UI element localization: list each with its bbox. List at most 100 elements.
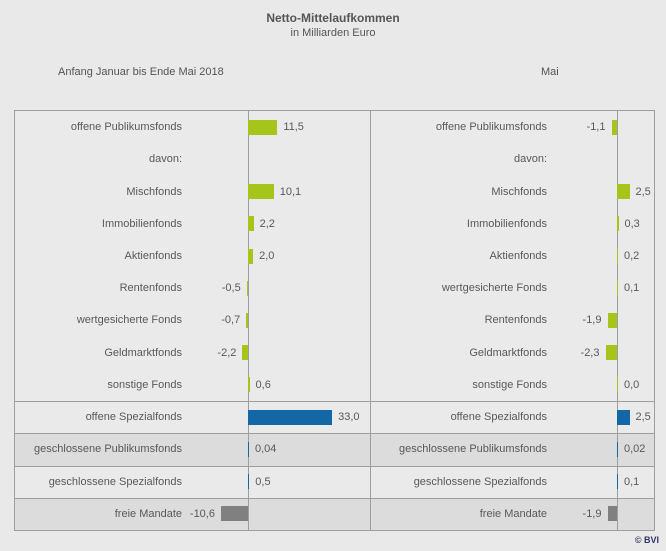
value-bar (617, 441, 618, 457)
row-stripe (15, 272, 654, 305)
chart-row: geschlossene Spezialfonds 0,5 (15, 466, 370, 498)
value-label: 0,1 (624, 475, 640, 488)
value-bar (617, 248, 618, 264)
chart-row: davon: (370, 143, 654, 175)
value-bar (611, 119, 617, 135)
row-label: Geldmarktfonds (469, 346, 547, 359)
row-stripe (15, 401, 654, 434)
value-bar (617, 377, 618, 393)
chart-row: freie Mandate -10,6 (15, 498, 370, 530)
row-label: Rentenfonds (119, 282, 182, 295)
value-label: 33,0 (338, 411, 360, 424)
row-stripe (15, 111, 654, 144)
row-label: davon: (148, 153, 182, 166)
value-bar (617, 184, 630, 200)
row-label: wertgesicherte Fonds (76, 314, 182, 327)
row-stripe (15, 368, 654, 402)
row-label: offene Publikumsfonds (70, 121, 182, 134)
value-label: -2,2 (217, 346, 237, 359)
row-label: davon: (513, 153, 547, 166)
section-separator (15, 433, 654, 435)
value-label: 2,2 (259, 217, 275, 230)
chart-area: offene Publikumsfonds 11,5 davon: Mischfond… (14, 110, 655, 531)
row-stripe (15, 175, 654, 208)
row-label: Rentenfonds (484, 314, 547, 327)
section-separator (15, 497, 654, 499)
value-bar (617, 280, 618, 296)
value-label: 0,1 (624, 282, 640, 295)
value-bar (246, 280, 248, 296)
value-bar (605, 345, 617, 361)
row-label: geschlossene Publikumsfonds (34, 443, 182, 456)
page-subtitle: in Milliarden Euro (290, 27, 376, 39)
row-label: geschlossene Spezialfonds (413, 475, 547, 488)
value-label: 0,3 (624, 217, 640, 230)
row-label: offene Publikumsfonds (435, 121, 547, 134)
row-label: Aktienfonds (124, 250, 182, 263)
row-label: offene Spezialfonds (450, 411, 547, 424)
row-label: sonstige Fonds (107, 378, 182, 391)
value-label: -10,6 (189, 507, 215, 520)
chart-row: Geldmarktfonds -2,3 (370, 337, 654, 369)
row-stripe (15, 207, 654, 240)
chart-row: Immobilienfonds 2,2 (15, 208, 370, 240)
value-bar (246, 312, 248, 328)
value-label: 0,2 (624, 250, 640, 263)
panel-divider (370, 111, 371, 530)
right-panel: offene Publikumsfonds -1,1 davon: Mischfond… (370, 111, 654, 530)
chart-row: offene Publikumsfonds -1,1 (370, 111, 654, 143)
value-bar (248, 474, 250, 490)
chart-row: offene Spezialfonds 33,0 (15, 401, 370, 433)
chart-row: geschlossene Publikumsfonds 0,02 (370, 433, 654, 465)
row-label: wertgesicherte Fonds (441, 282, 547, 295)
chart-row: Rentenfonds -0,5 (15, 272, 370, 304)
chart-row: geschlossene Publikumsfonds 0,04 (15, 433, 370, 465)
value-label: 2,0 (259, 250, 275, 263)
value-bar (617, 474, 618, 490)
chart-row: Aktienfonds 2,0 (15, 240, 370, 272)
section-separator (15, 401, 654, 403)
row-label: sonstige Fonds (472, 378, 547, 391)
chart-row: wertgesicherte Fonds 0,1 (370, 272, 654, 304)
value-bar (617, 216, 619, 232)
chart-row: Mischfonds 10,1 (15, 175, 370, 207)
row-label: geschlossene Publikumsfonds (399, 443, 547, 456)
value-bar (248, 409, 333, 425)
row-label: freie Mandate (114, 507, 182, 520)
chart-row: sonstige Fonds 0,6 (15, 369, 370, 401)
row-stripe (15, 336, 654, 369)
row-stripe (15, 433, 654, 466)
row-stripe (15, 143, 654, 176)
value-bar (248, 216, 254, 232)
value-bar (607, 506, 617, 522)
value-bar (248, 119, 278, 135)
chart-row: Immobilienfonds 0,3 (370, 208, 654, 240)
value-label: 0,04 (255, 443, 277, 456)
value-label: 10,1 (279, 185, 302, 198)
chart-row: offene Spezialfonds 2,5 (370, 401, 654, 433)
chart-row: Geldmarktfonds -2,2 (15, 337, 370, 369)
row-label: Aktienfonds (489, 250, 547, 263)
chart-row: freie Mandate -1,9 (370, 498, 654, 530)
value-bar (248, 248, 254, 264)
value-label: -0,5 (221, 282, 241, 295)
value-label: 0,0 (624, 378, 640, 391)
row-stripe (15, 239, 654, 273)
value-label: 2,5 (635, 185, 651, 198)
value-label: 0,5 (255, 475, 271, 488)
value-bar (248, 184, 274, 200)
value-bar (617, 409, 630, 425)
row-label: Mischfonds (491, 185, 547, 198)
row-label: geschlossene Spezialfonds (48, 475, 182, 488)
right-panel-title: Mai (541, 66, 559, 78)
left-panel-title: Anfang Januar bis Ende Mai 2018 (58, 66, 224, 78)
chart-row: offene Publikumsfonds 11,5 (15, 111, 370, 143)
value-label: -2,3 (580, 346, 600, 359)
value-bar (220, 506, 248, 522)
left-panel: offene Publikumsfonds 11,5 davon: Mischfond… (15, 111, 370, 530)
row-label: freie Mandate (479, 507, 547, 520)
chart-row: Aktienfonds 0,2 (370, 240, 654, 272)
chart-row: Rentenfonds -1,9 (370, 304, 654, 336)
row-label: Immobilienfonds (101, 217, 182, 230)
